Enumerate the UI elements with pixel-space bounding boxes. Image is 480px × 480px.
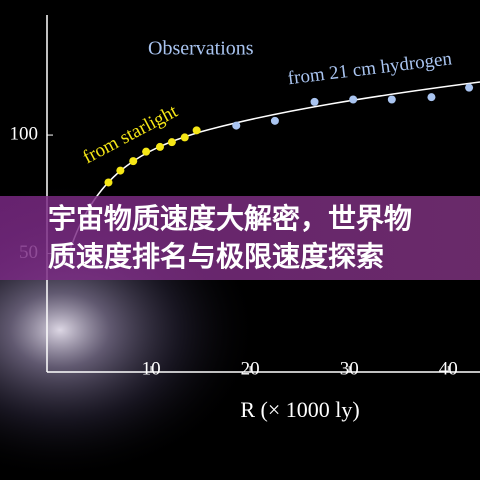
data-point bbox=[465, 83, 474, 92]
data-point bbox=[116, 166, 125, 175]
data-point bbox=[155, 142, 164, 151]
banner: 宇宙物质速度大解密，世界物质速度排名与极限速度探索 bbox=[0, 196, 480, 280]
data-point bbox=[387, 95, 396, 104]
data-point bbox=[192, 126, 201, 135]
data-point bbox=[167, 138, 176, 147]
annotation: Observations bbox=[148, 38, 254, 60]
y-tick-label: 100 bbox=[10, 123, 39, 144]
x-tick-label: 10 bbox=[142, 358, 161, 379]
x-axis-label: R (× 1000 ly) bbox=[240, 397, 359, 422]
data-point bbox=[232, 121, 241, 130]
data-point bbox=[270, 116, 279, 125]
data-point bbox=[129, 157, 138, 166]
annotation: from 21 cm hydrogen bbox=[287, 48, 454, 89]
x-tick-label: 40 bbox=[439, 358, 458, 379]
data-point bbox=[180, 133, 189, 142]
banner-title: 宇宙物质速度大解密，世界物质速度排名与极限速度探索 bbox=[48, 202, 413, 273]
fit-curve bbox=[69, 81, 480, 251]
data-point bbox=[427, 93, 436, 102]
data-point bbox=[104, 178, 113, 187]
data-point bbox=[142, 147, 151, 156]
x-tick-label: 30 bbox=[340, 358, 359, 379]
data-point bbox=[310, 97, 319, 106]
x-tick-label: 20 bbox=[241, 358, 260, 379]
data-point bbox=[349, 95, 358, 104]
